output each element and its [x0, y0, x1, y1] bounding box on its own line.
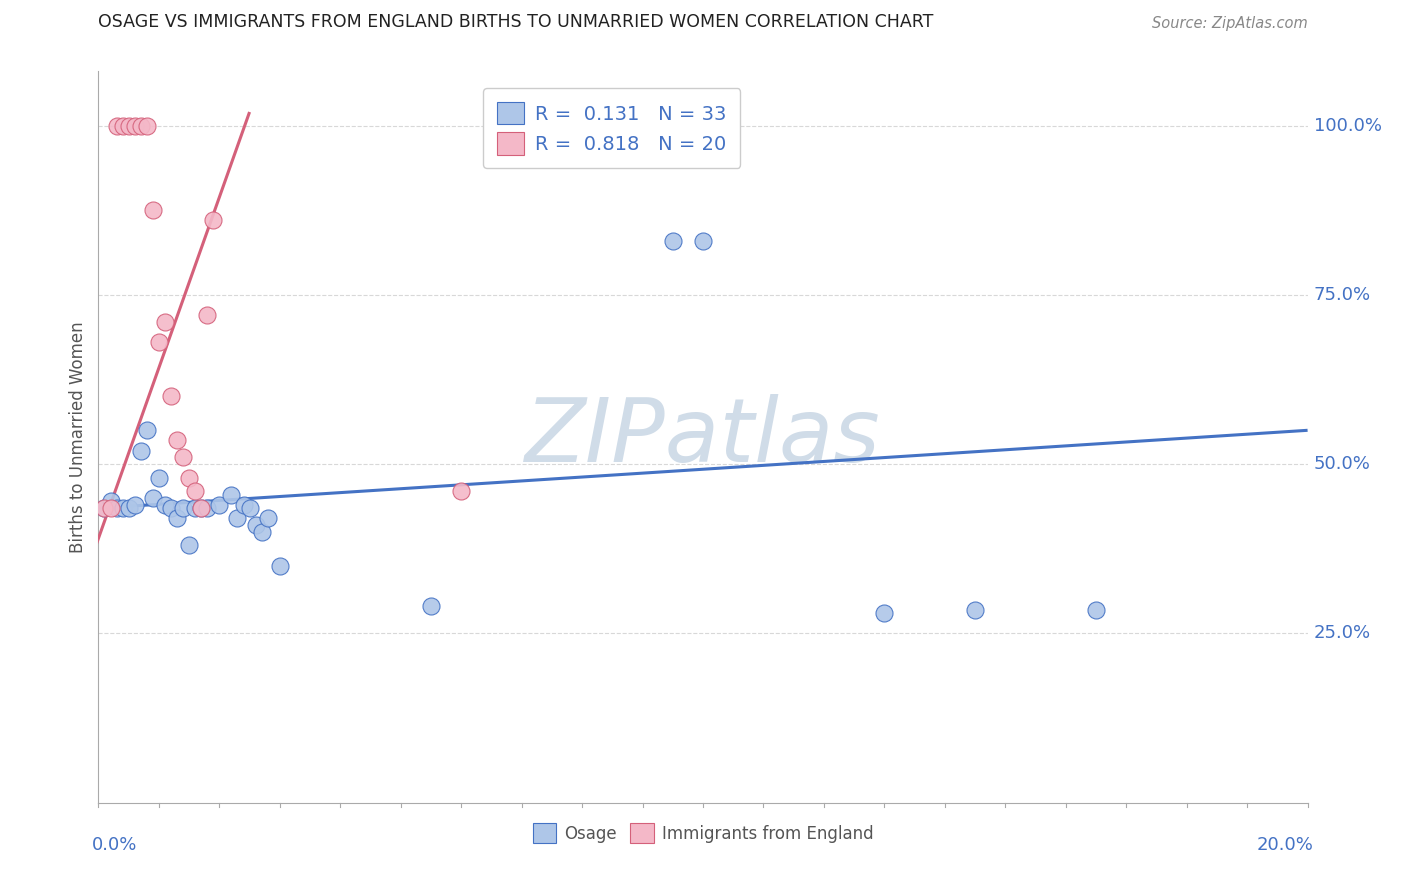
Point — [965, 603, 987, 617]
Point — [105, 119, 128, 133]
Text: Source: ZipAtlas.com: Source: ZipAtlas.com — [1152, 16, 1308, 31]
Point — [153, 498, 176, 512]
Point — [873, 606, 896, 620]
Point — [100, 501, 122, 516]
Point — [172, 450, 194, 465]
Point — [93, 501, 115, 516]
Point — [100, 494, 122, 508]
Point — [202, 213, 225, 227]
Point — [142, 203, 165, 218]
Y-axis label: Births to Unmarried Women: Births to Unmarried Women — [69, 321, 87, 553]
Point — [93, 501, 115, 516]
Point — [195, 501, 218, 516]
Text: 20.0%: 20.0% — [1257, 836, 1313, 854]
Point — [450, 484, 472, 499]
Point — [124, 119, 146, 133]
Point — [166, 434, 188, 448]
Point — [184, 501, 207, 516]
Point — [153, 315, 176, 329]
Point — [160, 501, 183, 516]
Point — [129, 443, 152, 458]
Point — [160, 389, 183, 403]
Point — [1085, 603, 1108, 617]
Text: ZIPatlas: ZIPatlas — [526, 394, 880, 480]
Point — [111, 119, 134, 133]
Point — [111, 501, 134, 516]
Text: 50.0%: 50.0% — [1313, 455, 1371, 473]
Point — [245, 518, 267, 533]
Point — [129, 119, 152, 133]
Legend: Osage, Immigrants from England: Osage, Immigrants from England — [526, 817, 880, 849]
Point — [118, 501, 141, 516]
Point — [250, 524, 273, 539]
Text: 100.0%: 100.0% — [1313, 117, 1382, 135]
Point — [118, 119, 141, 133]
Point — [190, 501, 212, 516]
Point — [105, 501, 128, 516]
Point — [661, 234, 683, 248]
Point — [179, 538, 201, 552]
Point — [221, 488, 243, 502]
Point — [179, 471, 201, 485]
Point — [269, 558, 291, 573]
Point — [124, 498, 146, 512]
Point — [692, 234, 714, 248]
Point — [184, 484, 207, 499]
Point — [208, 498, 231, 512]
Point — [148, 471, 170, 485]
Text: OSAGE VS IMMIGRANTS FROM ENGLAND BIRTHS TO UNMARRIED WOMEN CORRELATION CHART: OSAGE VS IMMIGRANTS FROM ENGLAND BIRTHS … — [98, 13, 934, 31]
Point — [135, 119, 157, 133]
Point — [232, 498, 254, 512]
Point — [190, 501, 212, 516]
Point — [420, 599, 443, 614]
Point — [135, 423, 157, 437]
Text: 75.0%: 75.0% — [1313, 285, 1371, 304]
Point — [166, 511, 188, 525]
Text: 0.0%: 0.0% — [93, 836, 138, 854]
Point — [195, 308, 218, 322]
Point — [226, 511, 249, 525]
Point — [172, 501, 194, 516]
Point — [148, 335, 170, 350]
Point — [256, 511, 278, 525]
Text: 25.0%: 25.0% — [1313, 624, 1371, 642]
Point — [239, 501, 262, 516]
Point — [142, 491, 165, 505]
